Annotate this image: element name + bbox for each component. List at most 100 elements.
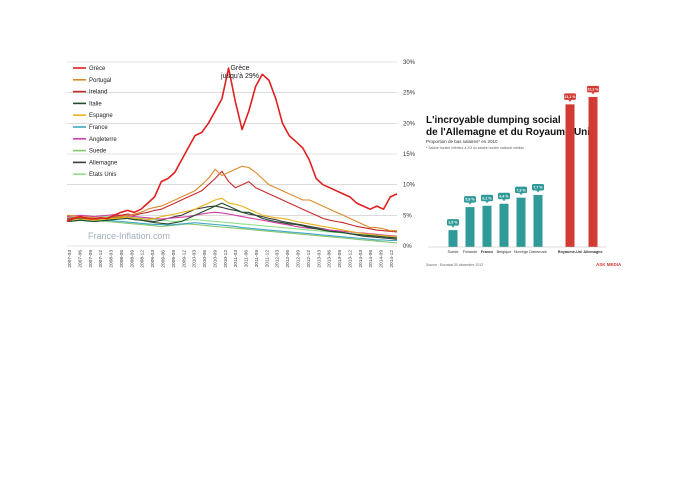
value-badge-pointer (591, 92, 595, 95)
x-axis-ticks: 2007-03 2007-06 2007-09 2007-12 2008-03 2008-… (67, 250, 395, 268)
x-tick-label: 2012-12 (306, 250, 312, 268)
legend-label: Ireland (89, 90, 107, 96)
value-badge-pointer (502, 199, 506, 202)
value-badge-pointer (485, 201, 489, 204)
series-lines (66, 67, 398, 244)
bar (565, 104, 575, 247)
series-line-suede (66, 219, 398, 244)
y-tick-label: 10% (403, 183, 416, 189)
chart-subtitle: Proportion de bas salaires* en 2010 (426, 139, 498, 144)
category-label: Royaume-Uni (558, 250, 582, 254)
category-label: Belgique (497, 250, 512, 254)
series-line-grèce (66, 67, 398, 223)
series-line-espagne (66, 197, 398, 238)
x-tick-label: 2014-12 (389, 250, 395, 268)
x-tick-label: 2010-03 (192, 250, 198, 268)
value-badge (515, 186, 527, 194)
x-tick-label: 2010-12 (223, 250, 229, 268)
x-tick-label: 2007-06 (77, 250, 83, 268)
bar (533, 194, 543, 247)
y-tick-label: 30% (403, 60, 416, 66)
brand-logo: ASK MEDIA (596, 262, 622, 267)
legend-label: Allemagne (89, 160, 118, 166)
legend-label: Angleterre (89, 137, 117, 143)
x-tick-label: 2013-12 (347, 250, 353, 268)
value-label: 6,4 % (499, 194, 509, 198)
bar (448, 230, 458, 247)
x-tick-label: 2011-12 (264, 250, 270, 268)
x-tick-label: 2008-09 (129, 250, 135, 268)
value-badge (464, 196, 476, 203)
x-tick-label: 2014-06 (368, 250, 374, 268)
category-label: Suède (448, 250, 459, 254)
series-line-ireland (66, 170, 398, 233)
x-tick-label: 2010-09 (212, 250, 218, 268)
legend-label: Suede (89, 149, 107, 155)
x-tick-label: 2011-09 (254, 250, 260, 268)
x-tick-label: 2014-09 (379, 250, 385, 268)
x-tick-label: 2008-12 (140, 250, 146, 268)
value-badge-pointer (468, 202, 472, 205)
value-label: 22,2 % (587, 88, 599, 92)
x-tick-label: 2009-12 (181, 250, 187, 268)
x-tick-label: 2009-09 (171, 250, 177, 268)
x-tick-label: 2010-06 (202, 250, 208, 268)
x-tick-label: 2013-03 (316, 250, 322, 268)
x-tick-label: 2007-03 (67, 250, 73, 268)
x-tick-label: 2007-12 (98, 250, 104, 268)
bar (588, 96, 598, 247)
value-badge (564, 93, 576, 100)
y-tick-label: 5% (403, 213, 412, 219)
legend-label: Portugal (89, 78, 111, 84)
value-label: 6,1 % (482, 196, 492, 200)
category-label: Norvège (514, 250, 528, 254)
y-tick-label: 15% (403, 152, 416, 158)
legend-label: Italie (89, 101, 102, 107)
x-tick-label: 2013-06 (327, 250, 333, 268)
x-tick-label: 2014-03 (358, 250, 364, 268)
value-badge (447, 219, 459, 226)
bar (482, 205, 492, 247)
x-tick-label: 2012-03 (275, 250, 281, 268)
legend-label: Etats Unis (89, 172, 116, 178)
value-label: 2,5 % (448, 221, 458, 225)
y-tick-label: 0% (403, 244, 412, 250)
y-axis-ticks: 0% 5% 10% 15% 20% 25% 30% (403, 60, 416, 250)
x-tick-label: 2011-06 (244, 250, 250, 268)
series-line-portugal (66, 165, 397, 232)
series-line-france (66, 219, 397, 242)
legend-label: Grèce (89, 66, 106, 72)
chart-title-line2: de l'Allemagne et du Royaume-Uni (426, 127, 590, 138)
category-label: Allemagne (583, 250, 602, 254)
value-badge-pointer (451, 225, 455, 228)
x-tick-label: 2011-03 (233, 250, 239, 268)
legend-label: Espagne (89, 113, 113, 119)
y-tick-label: 25% (403, 91, 416, 97)
category-label: Finlande (463, 250, 478, 254)
x-tick-label: 2013-09 (337, 250, 343, 268)
x-tick-label: 2007-09 (88, 250, 94, 268)
value-badge (587, 85, 599, 93)
value-badge-pointer (568, 99, 572, 102)
value-badge (532, 183, 544, 191)
y-tick-label: 20% (403, 121, 416, 127)
x-tick-label: 2009-06 (160, 250, 166, 268)
greece-annotation: Grèce jusqu'à 29% (220, 65, 259, 80)
value-badge-pointer (536, 190, 540, 193)
x-tick-label: 2012-09 (296, 250, 302, 268)
category-label: France (481, 250, 493, 254)
bar (516, 197, 526, 247)
chart-footnote: * Salaire horaire inférieur à 2/3 du sal… (426, 146, 524, 150)
category-label: Danemark (529, 250, 547, 254)
bar (499, 203, 509, 247)
chart-title-line1: L'incroyable dumping social (426, 115, 561, 126)
x-tick-label: 2009-03 (150, 250, 156, 268)
bars: 2,5 % Suède 5,9 % Finlande 6,1 % France 6,4 % B… (447, 85, 603, 254)
value-label: 5,9 % (465, 198, 475, 202)
source-text: Source : Eurostat 30 décembre 2012 (426, 263, 483, 267)
value-label: 21,1 % (564, 95, 576, 99)
value-badge (481, 194, 493, 202)
x-tick-label: 2008-06 (119, 250, 125, 268)
